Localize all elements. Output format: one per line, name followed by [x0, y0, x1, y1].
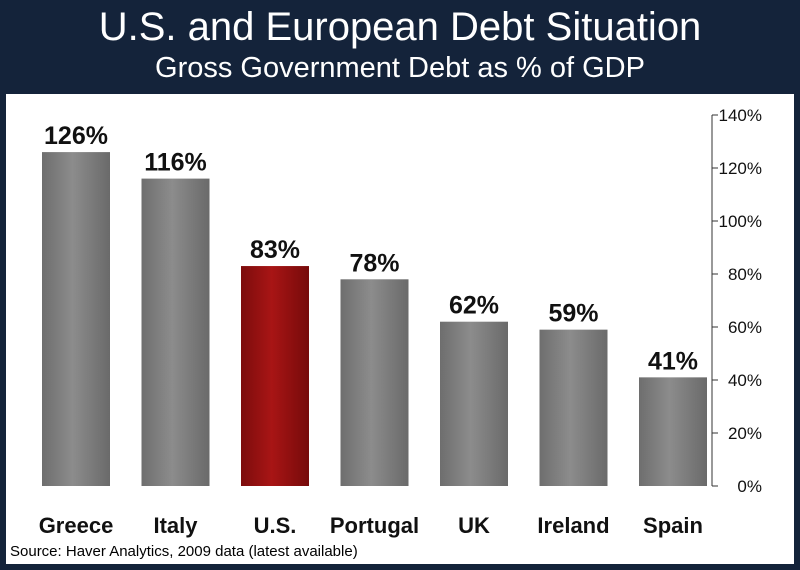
- x-tick-label-italy: Italy: [153, 513, 198, 538]
- data-label-italy: 116%: [144, 149, 207, 177]
- chart-panel: 126% 116% 83% 78% 62% 59% 41% 0% 20% 40% 60% 80% 10…: [6, 94, 794, 564]
- y-tick-label: 80%: [728, 265, 762, 284]
- bar-chart: 126% 116% 83% 78% 62% 59% 41% 0% 20% 40% 60% 80% 10…: [39, 106, 762, 538]
- source-note: Source: Haver Analytics, 2009 data (late…: [10, 543, 358, 560]
- y-tick-label: 20%: [728, 424, 762, 443]
- bar-greece: [42, 152, 110, 486]
- chart-title: U.S. and European Debt Situation: [98, 5, 702, 49]
- data-label-u-s: 83%: [250, 236, 300, 264]
- data-label-ireland: 59%: [548, 300, 598, 328]
- data-label-uk: 62%: [449, 292, 499, 320]
- x-tick-label-ireland: Ireland: [537, 513, 609, 538]
- y-tick-label: 60%: [728, 318, 762, 337]
- y-tick-label: 0%: [737, 477, 762, 496]
- data-label-greece: 126%: [44, 122, 108, 150]
- bar-uk: [440, 321, 508, 486]
- x-tick-label-greece: Greece: [39, 513, 114, 538]
- data-label-spain: 41%: [648, 347, 698, 375]
- x-tick-label-portugal: Portugal: [330, 513, 419, 538]
- y-tick-label: 100%: [719, 212, 762, 231]
- x-tick-label-uk: UK: [458, 513, 490, 538]
- bar-spain: [639, 377, 707, 486]
- bar-italy: [141, 178, 210, 486]
- chart-header: U.S. and European Debt Situation Gross G…: [0, 0, 800, 92]
- y-tick-label: 40%: [728, 371, 762, 390]
- x-tick-label-spain: Spain: [643, 513, 703, 538]
- bar-ireland: [539, 329, 608, 486]
- bar-u-s: [241, 266, 309, 486]
- data-label-portugal: 78%: [349, 249, 399, 277]
- y-tick-label: 140%: [719, 106, 762, 125]
- y-tick-label: 120%: [719, 159, 762, 178]
- chart-subtitle: Gross Government Debt as % of GDP: [155, 52, 645, 84]
- x-tick-label-u-s: U.S.: [254, 513, 297, 538]
- bar-portugal: [340, 279, 409, 486]
